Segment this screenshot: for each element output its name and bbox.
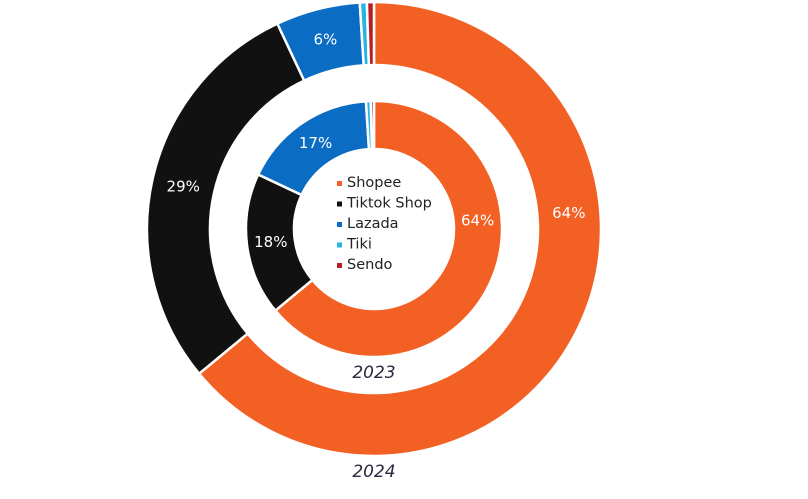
legend-entry: Tiktok Shop: [346, 196, 432, 212]
ring-title-2024: 2024: [352, 462, 395, 482]
data-label: 18%: [254, 233, 287, 251]
slice-2024-shopee: [197, 0, 603, 458]
data-label: 6%: [313, 31, 337, 49]
data-label: 29%: [167, 177, 200, 195]
slices: [145, 0, 603, 458]
legend-swatch: [337, 263, 342, 268]
legend-swatch: [337, 242, 342, 248]
legend-entry: Lazada: [347, 216, 399, 232]
slice-2024-sendo: [365, 0, 376, 67]
legend-entry: Tiki: [346, 237, 372, 253]
legend: Shopee Tiktok Shop Lazada Tiki Sendo: [337, 175, 432, 273]
legend-swatch: [337, 222, 342, 227]
data-label: 64%: [461, 211, 494, 229]
legend-entry: Sendo: [347, 257, 393, 273]
slice-2023-shopee: [273, 99, 504, 359]
ring-title-2023: 2023: [352, 363, 395, 383]
legend-swatch: [337, 181, 342, 186]
slice-2023-sendo: [369, 99, 376, 151]
legend-entry: Shopee: [347, 175, 401, 191]
legend-swatch: [337, 201, 342, 207]
data-labels: 64% 18% 17% 64% 29% 6%: [167, 31, 586, 251]
data-label: 17%: [299, 134, 332, 152]
data-label: 64%: [552, 204, 585, 222]
